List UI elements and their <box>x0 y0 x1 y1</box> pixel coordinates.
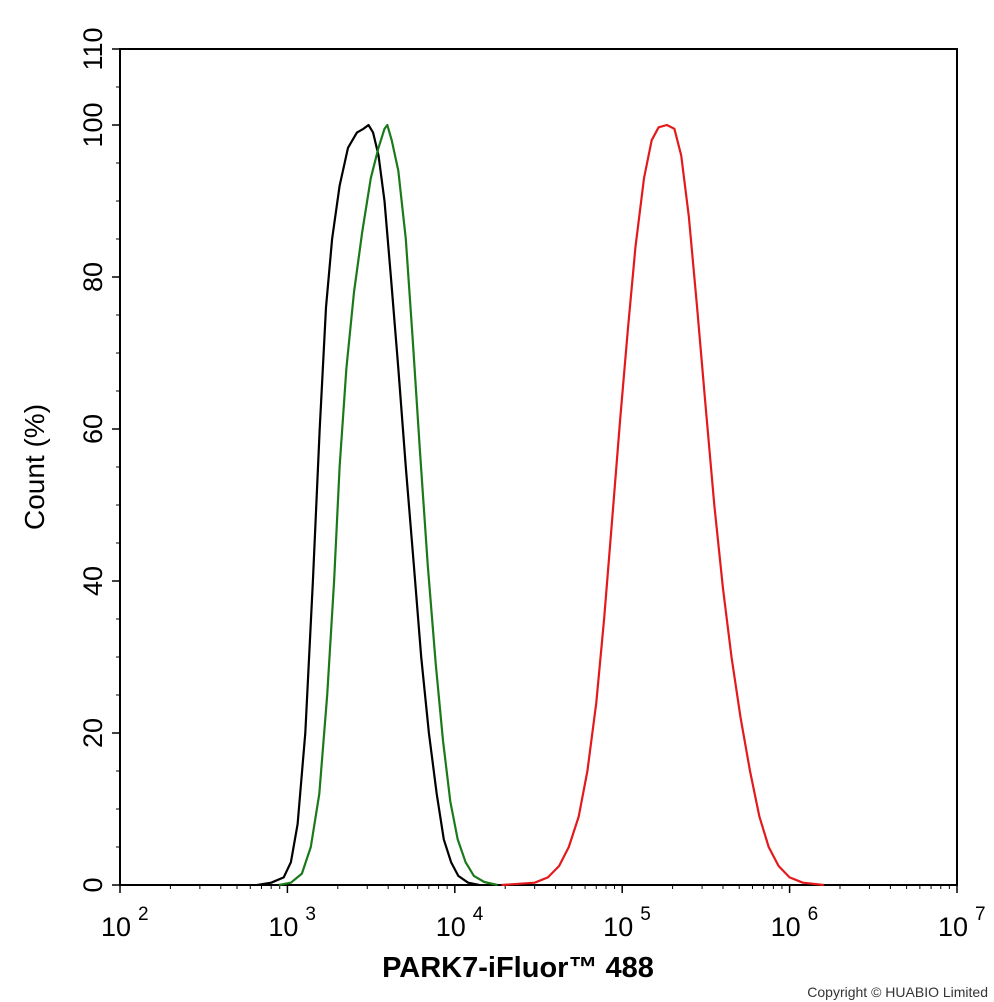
x-tick-label: 10 <box>268 912 298 942</box>
x-tick-exponent: 5 <box>640 904 651 925</box>
x-axis-title: PARK7-iFluor™ 488 <box>382 952 654 984</box>
x-tick-label: 10 <box>938 912 968 942</box>
y-axis-title: Count (%) <box>19 404 50 530</box>
y-tick-label: 110 <box>78 27 108 70</box>
y-tick-label: 80 <box>78 262 108 292</box>
histogram-series-3 <box>501 123 824 887</box>
y-tick-label: 60 <box>78 414 108 444</box>
x-tick-label: 10 <box>101 912 131 942</box>
x-tick-exponent: 4 <box>473 904 484 925</box>
y-tick-label: 20 <box>78 718 108 748</box>
histogram-series-1 <box>257 123 480 887</box>
y-tick-label: 0 <box>78 877 108 892</box>
x-tick-label: 10 <box>436 912 466 942</box>
x-tick-exponent: 7 <box>975 904 986 925</box>
x-tick-label: 10 <box>603 912 633 942</box>
x-tick-label: 10 <box>771 912 801 942</box>
plot-frame <box>119 48 958 886</box>
histogram-series-2 <box>278 123 498 887</box>
x-tick-exponent: 3 <box>305 904 316 925</box>
x-tick-exponent: 6 <box>808 904 819 925</box>
y-tick-label: 40 <box>78 566 108 596</box>
copyright-notice: Copyright © HUABIO Limited <box>807 984 988 1000</box>
x-tick-exponent: 2 <box>138 904 149 925</box>
y-tick-label: 100 <box>78 102 108 147</box>
plot-area: 10 2 10 3 10 4 10 5 10 6 10 7 0 20 40 60 80 100 110 <box>78 27 986 942</box>
